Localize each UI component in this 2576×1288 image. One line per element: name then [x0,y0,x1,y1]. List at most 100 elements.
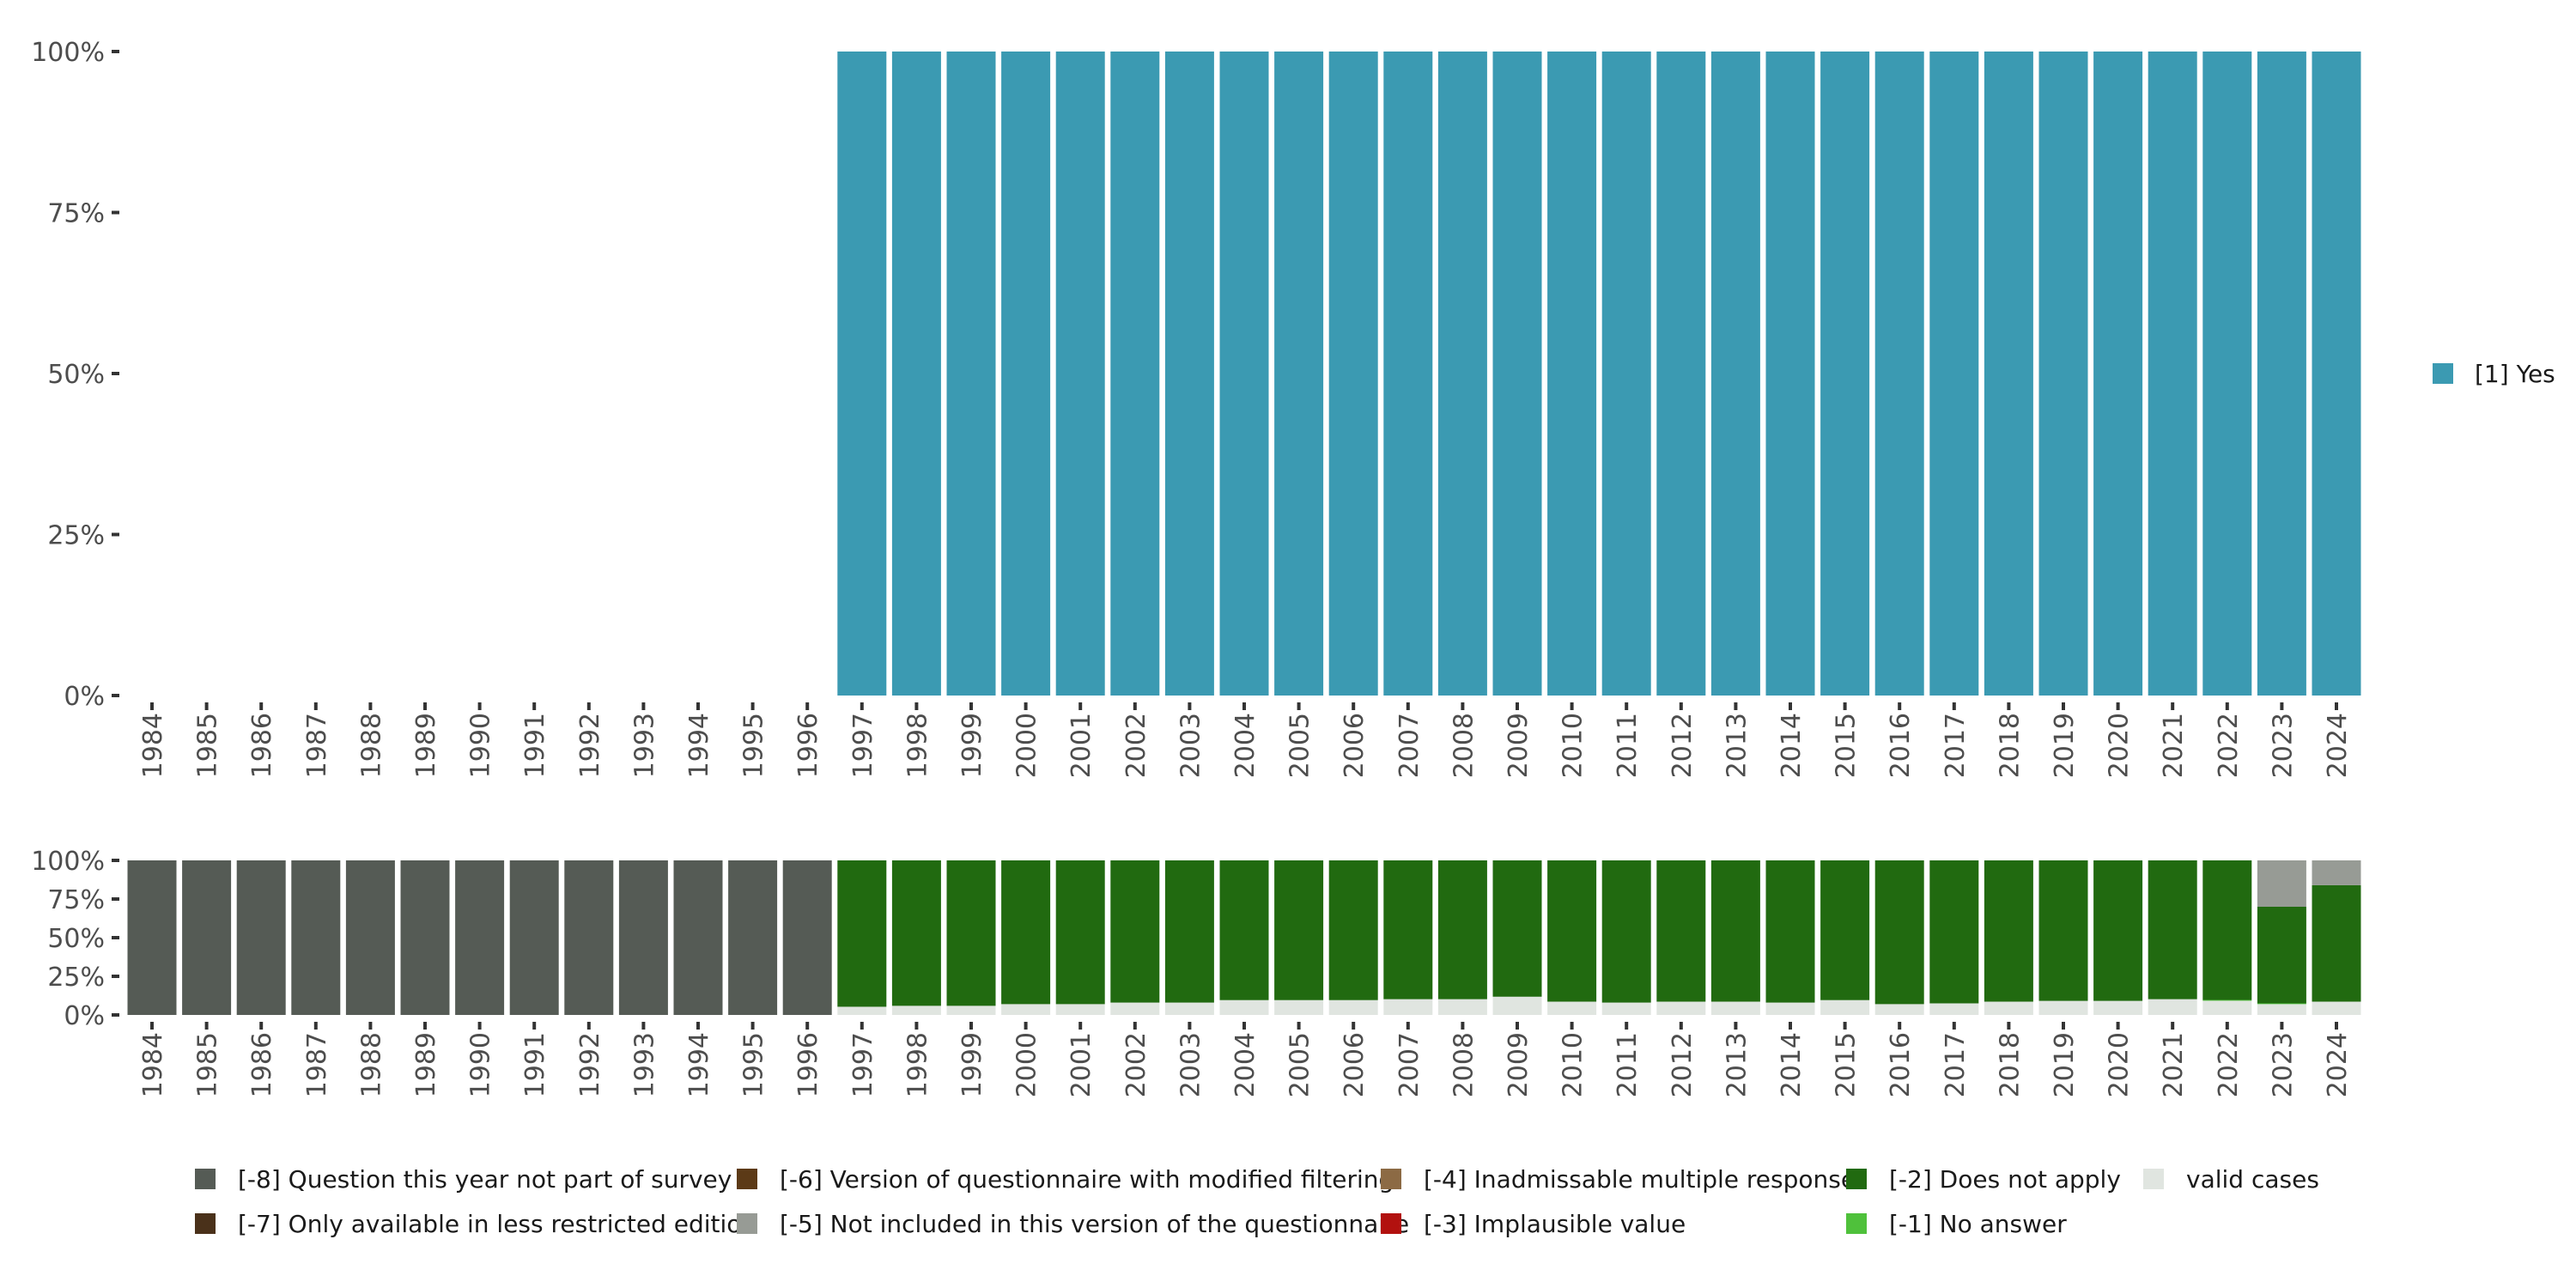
y-tick-label: 25% [47,963,105,993]
bar-segment [400,860,450,1015]
bar-segment [1219,860,1269,1000]
bar-segment [1110,860,1160,1003]
legend-swatch [1381,1213,1401,1234]
legend-swatch-yes [2433,363,2453,384]
x-tick-label: 2016 [1886,1032,1916,1097]
x-tick-label: 2004 [1230,1032,1261,1097]
bar-segment [2312,884,2361,1002]
x-tick-label: 1985 [193,713,223,778]
x-tick-label: 2015 [1832,713,1862,778]
x-tick-label: 2020 [2105,1032,2135,1097]
bar-segment [1437,860,1487,999]
x-tick-label: 1992 [575,1032,605,1097]
x-tick-label: 2018 [1995,713,2025,778]
bar-segment [2148,52,2197,696]
bar-segment [1820,52,1870,696]
x-tick-label: 2008 [1449,713,1479,778]
x-tick-label: 2019 [2050,713,2080,778]
bar-segment [2257,907,2306,1004]
bar-segment [1765,1002,1815,1015]
bar-segment [1383,999,1433,1015]
bar-segment [1383,860,1433,999]
x-tick-label: 2016 [1886,713,1916,778]
x-tick-label: 1996 [793,1032,823,1097]
bar-segment [2257,860,2306,907]
bar-segment [1437,52,1487,696]
bar-segment [1601,860,1651,1003]
x-tick-label: 2014 [1777,1032,1807,1097]
x-tick-label: 1984 [138,713,168,778]
bar-segment [1874,52,1924,696]
x-tick-label: 1984 [138,1032,168,1097]
legend-swatch [1846,1169,1867,1189]
x-tick-label: 1990 [466,713,496,778]
bar-segment [1547,1001,1597,1015]
legend-swatch [1846,1213,1867,1234]
legend-label: [-8] Question this year not part of surv… [238,1165,732,1194]
bar-segment [891,1005,941,1015]
y-tick-label: 50% [47,924,105,954]
x-tick-label: 1998 [902,713,933,778]
x-tick-label: 2022 [2214,713,2244,778]
x-tick-label: 2001 [1066,1032,1097,1097]
x-tick-label: 2015 [1832,1032,1862,1097]
x-tick-label: 2006 [1340,713,1370,778]
bar-segment [946,52,996,696]
x-tick-label: 2000 [1012,1032,1042,1097]
x-tick-label: 1998 [902,1032,933,1097]
bar-segment [236,860,286,1015]
legend-label: [-5] Not included in this version of the… [780,1210,1409,1238]
legend-label: [-4] Inadmissable multiple response [1424,1165,1856,1194]
x-tick-label: 2011 [1613,1032,1643,1097]
bar-segment [837,52,887,696]
x-tick-label: 1989 [411,713,441,778]
bar-segment [1547,52,1597,696]
bar-segment [2202,860,2252,1000]
bar-segment [2312,52,2361,696]
x-tick-label: 2013 [1722,1032,1752,1097]
legend-label-yes: [1] Yes [2475,360,2555,388]
legend-swatch [195,1213,216,1234]
bar-segment [946,1005,996,1015]
x-tick-label: 2009 [1504,1032,1534,1097]
bar-segment [1274,999,1324,1015]
bar-segment [1984,1001,2033,1015]
x-tick-label: 2011 [1613,713,1643,778]
x-tick-label: 2010 [1558,713,1589,778]
bar-segment [891,52,941,696]
x-tick-label: 1989 [411,1032,441,1097]
bar-segment [1328,52,1378,696]
bar-segment [1164,860,1214,1003]
bar-segment [2038,1000,2088,1015]
bar-segment [564,860,614,1015]
bar-segment [2202,52,2252,696]
x-tick-label: 2012 [1668,713,1698,778]
bar-segment [2038,52,2088,696]
bar-segment [1710,860,1760,1002]
x-tick-label: 2022 [2214,1032,2244,1097]
y-tick-label: 50% [47,360,105,390]
bar-segment [2093,860,2143,1001]
bar-segment [1274,860,1324,1000]
bar-segment [1656,1001,1706,1015]
bar-segment [1547,860,1597,1002]
x-tick-label: 1993 [629,713,659,778]
bar-segment [291,860,341,1015]
legend-swatch [2143,1169,2164,1189]
x-tick-label: 1993 [629,1032,659,1097]
bar-segment [127,860,177,1015]
bar-segment [2093,52,2143,696]
bar-segment [1219,999,1269,1015]
bar-segment [1164,1002,1214,1015]
bar-segment [837,860,887,1007]
x-tick-label: 1999 [957,713,987,778]
x-tick-label: 2023 [2268,1032,2298,1097]
x-tick-label: 2019 [2050,1032,2080,1097]
x-tick-label: 1995 [739,713,769,778]
y-tick-label: 0% [64,682,105,712]
bar-segment [1765,860,1815,1003]
y-tick-label: 0% [64,1001,105,1031]
bar-segment [2257,52,2306,696]
x-tick-label: 2005 [1285,713,1315,778]
